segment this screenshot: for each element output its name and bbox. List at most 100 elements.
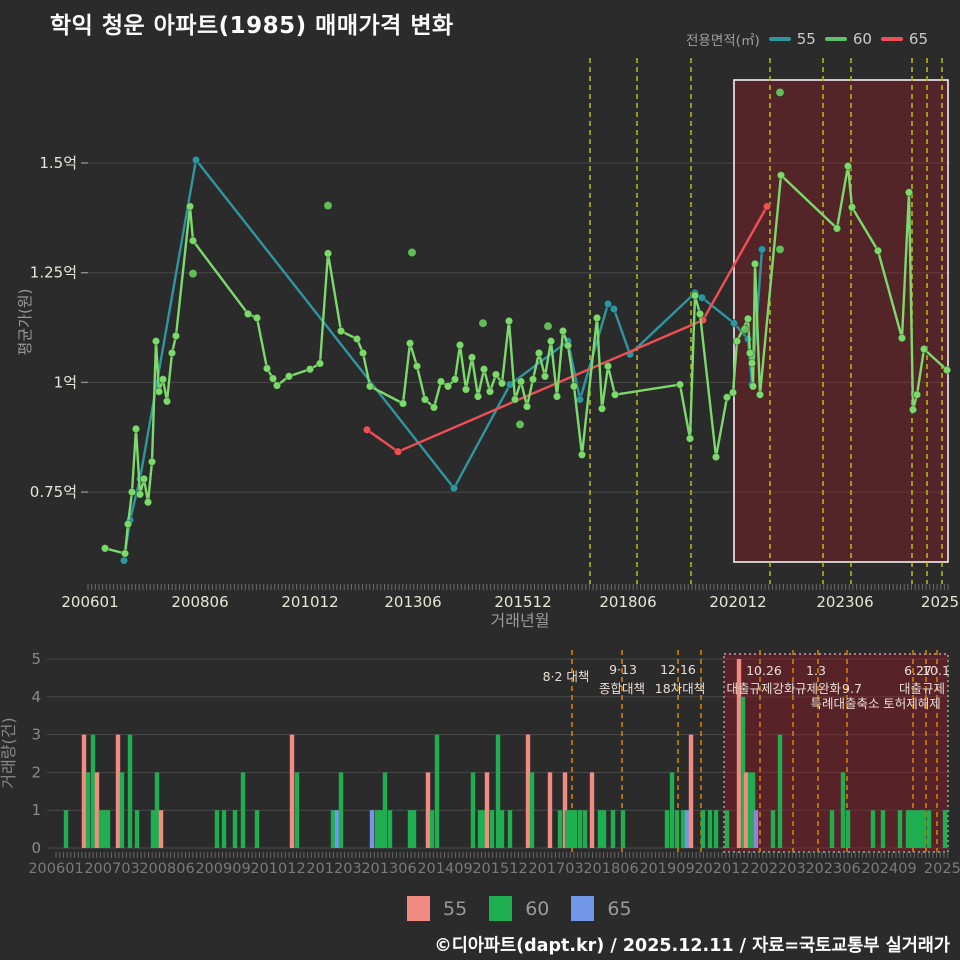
volume-bar-55 xyxy=(736,659,742,848)
policy-annotation: 대출규제강화 xyxy=(726,681,796,696)
volume-bar-60 xyxy=(577,810,583,848)
x-tick-label: 201512 xyxy=(494,593,551,611)
data-point-55 xyxy=(603,299,613,309)
policy-annotation: 10.1 xyxy=(922,663,950,678)
y-tick-label: 1 xyxy=(31,801,41,819)
volume-bar-60 xyxy=(374,810,380,848)
policy-annotation: 9·13 xyxy=(609,662,637,677)
data-point-60 xyxy=(497,379,507,388)
data-point-60 xyxy=(504,316,514,326)
series-60-line xyxy=(103,164,949,555)
volume-bar-55 xyxy=(688,734,694,848)
policy-annotation: 12·16 xyxy=(660,662,696,677)
x-tick-label: 202306 xyxy=(816,593,873,611)
volume-bar-60 xyxy=(747,772,753,848)
volume-bar-60 xyxy=(221,810,227,848)
data-point-60 xyxy=(912,390,922,400)
data-point-60 xyxy=(908,405,918,414)
data-point-60 xyxy=(675,380,685,389)
data-point-60 xyxy=(412,361,422,371)
x-tick-label: 201409 xyxy=(417,861,472,877)
data-point-60 xyxy=(569,382,579,391)
volume-bar-60 xyxy=(232,810,238,848)
policy-annotation: 1.3 xyxy=(806,663,826,678)
volume-bar-60 xyxy=(507,810,513,848)
data-point-60 xyxy=(405,339,415,348)
legend-item-65[interactable]: 65 xyxy=(880,30,928,48)
scatter-point xyxy=(407,247,417,258)
area-legend-label: 전용면적(㎡) xyxy=(686,33,760,49)
x-tick-label: 201703 xyxy=(528,861,583,877)
data-point-55 xyxy=(609,304,619,314)
data-point-60 xyxy=(873,246,883,256)
x-tick-label: 201012 xyxy=(250,861,305,877)
volume-legend-item-55[interactable]: 55 xyxy=(407,896,467,921)
volume-bar-60 xyxy=(724,810,730,848)
volume-bar-60 xyxy=(150,810,156,848)
data-point-60 xyxy=(127,487,137,497)
volume-bar-60 xyxy=(880,810,886,848)
legend-label-65: 65 xyxy=(908,30,928,48)
data-point-60 xyxy=(563,341,573,350)
scatter-point xyxy=(515,419,525,430)
volume-bar-60 xyxy=(905,810,911,848)
volume-bar-60 xyxy=(740,696,746,848)
volume-bar-60 xyxy=(601,810,607,848)
policy-annotation: 18차대책 xyxy=(655,681,705,696)
policy-annotation: 8·2 대책 xyxy=(543,669,590,684)
data-point-60 xyxy=(436,377,446,386)
data-point-60 xyxy=(461,385,471,394)
legend-item-60[interactable]: 60 xyxy=(824,30,872,48)
volume-bar-55 xyxy=(425,772,431,848)
x-tick-label: 202012 xyxy=(709,593,766,611)
volume-legend-item-60[interactable]: 60 xyxy=(489,896,549,921)
data-point-60 xyxy=(171,331,181,341)
data-point-60 xyxy=(272,381,282,390)
volume-bar-60 xyxy=(664,810,670,848)
data-point-55 xyxy=(729,318,739,328)
legend-item-55[interactable]: 55 xyxy=(768,30,816,48)
volume-bar-60 xyxy=(564,810,570,848)
data-point-65 xyxy=(362,425,372,435)
policy-annotation: 대출규제 xyxy=(899,681,945,696)
data-point-60 xyxy=(843,161,853,171)
data-point-60 xyxy=(597,404,607,414)
data-point-60 xyxy=(120,549,130,558)
volume-bar-60 xyxy=(338,772,344,848)
y-tick-label: 0.75억 xyxy=(30,483,77,501)
volume-bar-60 xyxy=(917,810,923,848)
data-point-60 xyxy=(745,348,755,358)
volume-bar-55 xyxy=(589,772,595,848)
scatter-point xyxy=(740,324,750,334)
x-tick-label: 200806 xyxy=(139,861,194,877)
x-tick-label: 202409 xyxy=(861,861,916,877)
data-point-60 xyxy=(748,382,758,391)
volume-bar-65 xyxy=(684,810,690,848)
data-point-60 xyxy=(776,171,786,180)
data-point-60 xyxy=(305,364,315,374)
x-tick-label: 200703 xyxy=(84,861,139,877)
volume-bar-blend xyxy=(753,810,759,848)
policy-annotation: 규제완화 xyxy=(795,681,842,696)
volume-bar-60 xyxy=(102,810,108,848)
volume-bar-60 xyxy=(557,810,563,848)
x-tick-label: 200601 xyxy=(28,861,83,877)
volume-bar-60 xyxy=(750,772,756,848)
y-tick-label: 4 xyxy=(31,688,41,706)
volume-bar-60 xyxy=(921,810,927,848)
data-point-60 xyxy=(131,424,141,434)
data-point-60 xyxy=(540,372,550,381)
volume-bar-60 xyxy=(669,772,675,848)
data-point-60 xyxy=(558,326,568,336)
volume-legend-item-65[interactable]: 65 xyxy=(571,896,632,921)
volume-bar-65 xyxy=(334,810,340,848)
volume-bar-55 xyxy=(547,772,553,848)
volume-bar-60 xyxy=(477,810,483,848)
volume-bar-60 xyxy=(845,810,851,848)
volume-bar-55 xyxy=(743,772,749,848)
data-point-60 xyxy=(315,359,325,368)
volume-bar-60 xyxy=(470,772,476,848)
volume-bar-60 xyxy=(330,810,336,848)
